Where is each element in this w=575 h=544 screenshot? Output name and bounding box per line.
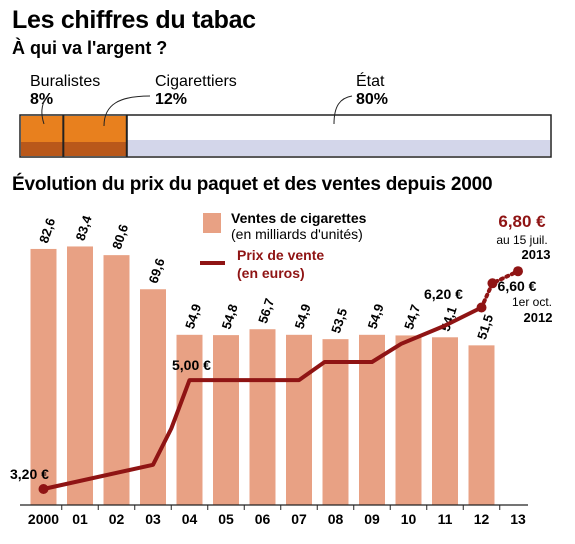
x-axis-label: 03 (145, 511, 161, 527)
legend-line-unit: (en euros) (237, 265, 305, 281)
section-title: Évolution du prix du paquet et des vente… (12, 173, 492, 195)
share-etat-name: État (356, 71, 385, 90)
price-label-2000: 3,20 € (10, 466, 49, 482)
leader-buralistes (41, 97, 47, 125)
leader-etat (333, 95, 353, 125)
sales-value-label: 69,6 (146, 256, 168, 285)
x-axis-label: 08 (328, 511, 344, 527)
sales-value-label: 80,6 (109, 222, 131, 251)
x-axis-ticks (61, 505, 501, 510)
price-note-oct-2: 2012 (524, 310, 553, 325)
sales-bar (30, 248, 57, 505)
page-title: Les chiffres du tabac (12, 6, 256, 34)
legend-bar-swatch (203, 213, 221, 233)
sales-bar (322, 339, 349, 505)
x-axis-label: 05 (218, 511, 234, 527)
sales-value-label: 82,6 (36, 216, 58, 245)
sales-bar (213, 335, 239, 505)
price-label-jul: 6,80 € (498, 212, 546, 231)
share-bar (19, 95, 552, 158)
legend: Ventes de cigarettes (en milliards d'uni… (200, 210, 367, 281)
sales-bars (30, 246, 495, 505)
price-note-jul-1: au 15 juil. (496, 233, 547, 247)
x-axis-label: 02 (109, 511, 125, 527)
sales-bar (140, 289, 166, 505)
x-axis-label: 10 (401, 511, 417, 527)
share-buralistes-pct: 8% (30, 91, 53, 108)
x-axis-label: 12 (474, 511, 490, 527)
sales-value-label: 56,7 (255, 296, 277, 325)
price-line (38, 266, 523, 494)
sales-value-label: 54,7 (401, 303, 423, 332)
x-axis-label: 13 (510, 511, 526, 527)
legend-bars-label: Ventes de cigarettes (231, 210, 367, 226)
price-note-oct-1: 1er oct. (512, 295, 552, 309)
price-point (476, 302, 487, 313)
share-cigarettiers-pct: 12% (155, 91, 187, 108)
sales-value-label: 54,9 (365, 302, 387, 331)
price-label-oct: 6,60 € (498, 278, 537, 294)
sales-bar (432, 337, 458, 505)
price-point (38, 484, 49, 494)
price-line-solid (43, 305, 483, 491)
x-axis-label: 06 (255, 511, 271, 527)
price-point (487, 278, 498, 289)
share-segment-shade (21, 142, 127, 156)
sales-bar (67, 246, 93, 505)
sales-bar (468, 345, 495, 505)
sales-bar (395, 335, 422, 505)
sales-bar (176, 334, 203, 505)
x-axis-label: 2000 (28, 511, 59, 527)
share-buralistes-name: Buralistes (30, 73, 100, 90)
price-label-2012: 6,20 € (424, 286, 463, 302)
leader-cigarettiers (103, 95, 151, 127)
sales-value-label: 54,9 (182, 302, 204, 331)
x-axis-label: 01 (72, 511, 88, 527)
sales-bar (249, 329, 276, 505)
x-axis-label: 04 (182, 511, 198, 527)
price-point (513, 266, 523, 277)
sales-value-label: 51,5 (474, 313, 496, 342)
price-label-2004: 5,00 € (172, 357, 211, 373)
price-note-jul-2: 2013 (522, 247, 551, 262)
sales-value-label: 54,9 (292, 302, 314, 331)
share-segment-etat-highlight (126, 116, 551, 140)
legend-bars-unit: (en milliards d'unités) (231, 226, 363, 242)
sales-value-label: 53,5 (328, 306, 350, 335)
x-axis-label: 07 (291, 511, 307, 527)
share-etat-pct: 80% (356, 91, 388, 108)
subtitle: À qui va l'argent ? (12, 37, 167, 58)
legend-line-label: Prix de vente (237, 247, 324, 263)
x-axis-label: 11 (438, 511, 453, 527)
share-cigarettiers-name: Cigarettiers (155, 73, 237, 90)
x-axis-label: 09 (364, 511, 380, 527)
sales-value-label: 83,4 (73, 213, 95, 242)
sales-bar (286, 334, 312, 505)
sales-value-label: 54,8 (219, 302, 241, 331)
sales-bar (103, 255, 130, 505)
x-axis-labels: 2000 01 02 03 04 05 06 07 08 09 10 11 12 13 (28, 511, 526, 527)
